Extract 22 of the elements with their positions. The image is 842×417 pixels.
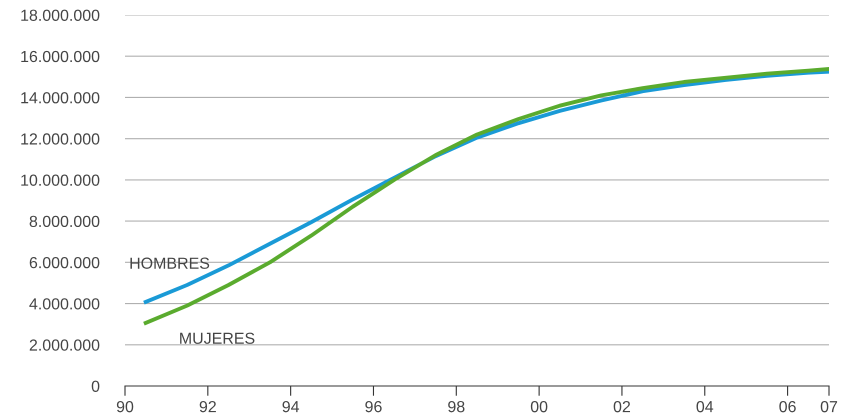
x-tick-label: 06	[779, 401, 796, 412]
y-tick-label: 6.000.000	[30, 256, 100, 268]
series-label: MUJERES	[180, 332, 254, 344]
y-tick-label: 16.000.000	[21, 50, 100, 62]
series-label: HOMBRES	[130, 258, 210, 269]
y-tick-label: 8.000.000	[30, 216, 100, 228]
x-tick-label: 02	[614, 401, 630, 412]
y-tick-label: 18.000.000	[21, 10, 100, 21]
x-tick-label: 04	[696, 401, 714, 412]
x-tick-label: 00	[530, 401, 548, 412]
x-tick-label: 94	[282, 401, 300, 412]
y-tick-label: 10.000.000	[21, 174, 100, 186]
x-tick-label: 96	[365, 401, 382, 412]
x-tick-label: 92	[200, 401, 216, 412]
y-tick-label: 14.000.000	[21, 92, 100, 104]
y-tick-label: 0	[92, 380, 100, 392]
x-tick-label: 07	[820, 401, 838, 412]
y-tick-label: 2.000.000	[30, 339, 100, 351]
y-tick-label: 4.000.000	[29, 298, 100, 310]
x-tick-label: 98	[448, 401, 464, 412]
x-tick-label: 90	[116, 401, 134, 412]
y-tick-label: 12.000.000	[21, 133, 100, 145]
